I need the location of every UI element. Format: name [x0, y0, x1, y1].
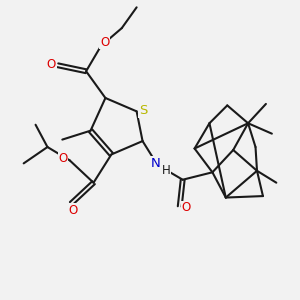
Text: N: N — [151, 157, 161, 170]
Text: O: O — [182, 202, 191, 214]
Text: O: O — [47, 58, 56, 71]
Text: O: O — [58, 152, 68, 165]
Text: O: O — [68, 203, 77, 217]
Text: O: O — [100, 36, 109, 49]
Text: H: H — [161, 164, 170, 177]
Text: S: S — [139, 104, 147, 117]
